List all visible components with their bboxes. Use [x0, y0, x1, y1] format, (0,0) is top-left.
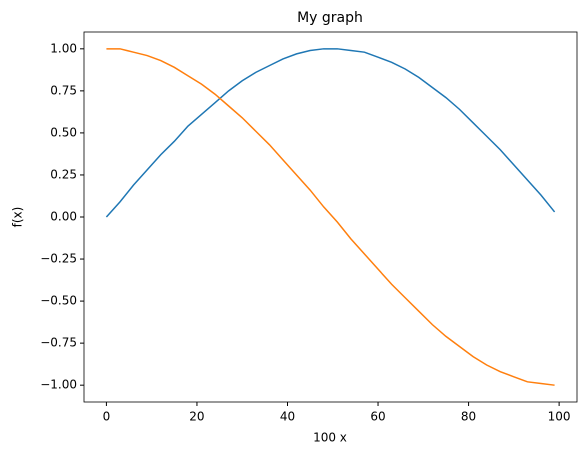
chart-title: My graph: [297, 10, 363, 26]
y-axis-label: f(x): [11, 207, 25, 228]
y-tick-label: 0.00: [50, 210, 77, 224]
x-tick-label: 40: [280, 410, 295, 424]
x-tick-label: 60: [370, 410, 385, 424]
y-tick-label: 0.75: [50, 83, 77, 97]
line-series: [105, 48, 556, 218]
y-tick-label: 0.50: [50, 125, 77, 139]
y-tick-label: 0.25: [50, 167, 77, 181]
plot-frame: [83, 31, 578, 403]
y-tick-label: −0.50: [40, 294, 77, 308]
x-axis-label: 100 x: [313, 431, 347, 445]
y-tick-label: 1.00: [50, 41, 77, 55]
y-tick-label: −0.75: [40, 336, 77, 350]
y-tick-label: −0.25: [40, 252, 77, 266]
x-tick-label: 0: [103, 410, 111, 424]
y-tick-label: −1.00: [40, 378, 77, 392]
x-tick-label: 100: [548, 410, 571, 424]
x-tick-label: 20: [189, 410, 204, 424]
line-series: [106, 48, 555, 386]
x-tick-label: 80: [461, 410, 476, 424]
